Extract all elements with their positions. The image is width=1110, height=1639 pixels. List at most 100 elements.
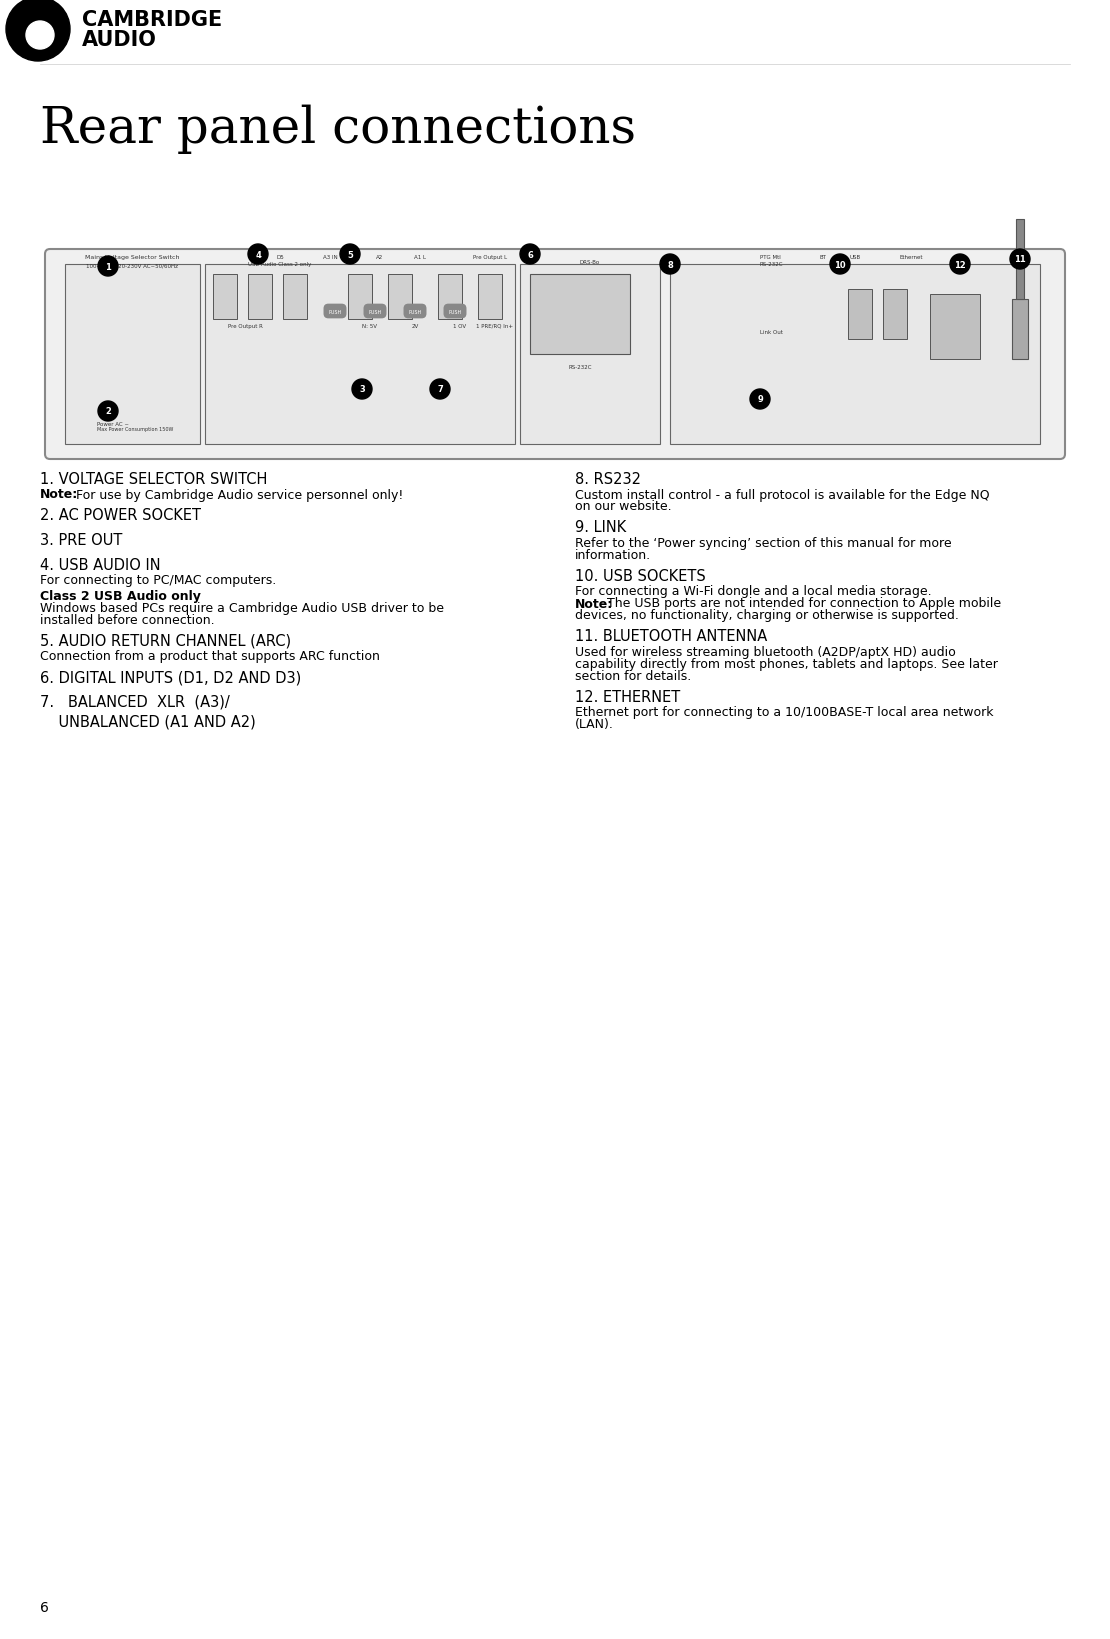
Text: Note:: Note: <box>40 488 78 502</box>
Text: For use by Cambridge Audio service personnel only!: For use by Cambridge Audio service perso… <box>72 488 403 502</box>
Bar <box>388 275 412 320</box>
Bar <box>1016 220 1025 300</box>
Text: 9. LINK: 9. LINK <box>575 520 626 536</box>
Text: Max Power Consumption 150W: Max Power Consumption 150W <box>97 426 173 431</box>
Text: PUSH: PUSH <box>369 310 382 315</box>
Text: 5. AUDIO RETURN CHANNEL (ARC): 5. AUDIO RETURN CHANNEL (ARC) <box>40 634 291 649</box>
Circle shape <box>248 244 268 266</box>
Circle shape <box>660 254 680 275</box>
Text: PUSH: PUSH <box>448 310 462 315</box>
Text: 1. VOLTAGE SELECTOR SWITCH: 1. VOLTAGE SELECTOR SWITCH <box>40 472 268 487</box>
Circle shape <box>950 254 970 275</box>
Text: 6: 6 <box>527 251 533 259</box>
Text: 2V: 2V <box>412 325 418 329</box>
Text: Power AC ~: Power AC ~ <box>97 421 129 426</box>
Text: installed before connection.: installed before connection. <box>40 613 214 626</box>
Text: 9: 9 <box>757 395 763 405</box>
Circle shape <box>340 244 360 266</box>
Bar <box>438 275 462 320</box>
Text: 8: 8 <box>667 261 673 269</box>
Text: Mains Voltage Selector Switch: Mains Voltage Selector Switch <box>84 254 179 261</box>
Text: 7: 7 <box>437 385 443 395</box>
Text: Custom install control - a full protocol is available for the Edge NQ: Custom install control - a full protocol… <box>575 488 990 502</box>
Text: devices, no functionality, charging or otherwise is supported.: devices, no functionality, charging or o… <box>575 610 959 623</box>
Text: capability directly from most phones, tablets and laptops. See later: capability directly from most phones, ta… <box>575 657 998 670</box>
Text: (LAN).: (LAN). <box>575 718 614 731</box>
Text: 3: 3 <box>360 385 365 395</box>
Text: Used for wireless streaming bluetooth (A2DP/aptX HD) audio: Used for wireless streaming bluetooth (A… <box>575 646 956 659</box>
Text: 2: 2 <box>105 406 111 416</box>
Text: For connecting a Wi-Fi dongle and a local media storage.: For connecting a Wi-Fi dongle and a loca… <box>575 585 931 598</box>
Text: 10: 10 <box>835 261 846 269</box>
Bar <box>248 275 272 320</box>
Bar <box>670 266 1040 444</box>
Text: Class 2 USB Audio only: Class 2 USB Audio only <box>40 590 201 603</box>
Text: RS-232C: RS-232C <box>568 365 592 370</box>
Text: The USB ports are not intended for connection to Apple mobile: The USB ports are not intended for conne… <box>607 597 1001 610</box>
Text: BT: BT <box>820 254 827 261</box>
Circle shape <box>352 380 372 400</box>
Text: section for details.: section for details. <box>575 670 692 682</box>
Bar <box>478 275 502 320</box>
Circle shape <box>98 257 118 277</box>
Text: D5: D5 <box>276 254 284 261</box>
Text: A2: A2 <box>376 254 384 261</box>
Bar <box>930 295 980 361</box>
Text: USB Audio Class 2 only: USB Audio Class 2 only <box>249 262 312 267</box>
Text: RS-232C: RS-232C <box>760 262 784 267</box>
Bar <box>519 266 660 444</box>
Text: For connecting to PC/MAC computers.: For connecting to PC/MAC computers. <box>40 574 276 587</box>
Text: Note:: Note: <box>575 597 613 610</box>
Bar <box>283 275 307 320</box>
Text: AUDIO: AUDIO <box>82 30 157 49</box>
Text: 11: 11 <box>1015 256 1026 264</box>
Text: 7.   BALANCED  XLR  (A3)/
    UNBALANCED (A1 AND A2): 7. BALANCED XLR (A3)/ UNBALANCED (A1 AND… <box>40 695 255 729</box>
Circle shape <box>750 390 770 410</box>
Text: 100-120V/220-230V AC~50/60Hz: 100-120V/220-230V AC~50/60Hz <box>85 262 178 267</box>
Text: 1: 1 <box>105 262 111 272</box>
Text: 12. ETHERNET: 12. ETHERNET <box>575 690 680 705</box>
Text: 4. USB AUDIO IN: 4. USB AUDIO IN <box>40 557 161 572</box>
Text: 11. BLUETOOTH ANTENNA: 11. BLUETOOTH ANTENNA <box>575 629 767 644</box>
Bar <box>1012 300 1028 361</box>
Text: on our website.: on our website. <box>575 500 672 513</box>
Text: Windows based PCs require a Cambridge Audio USB driver to be: Windows based PCs require a Cambridge Au… <box>40 602 444 615</box>
Text: N: 5V: N: 5V <box>363 325 377 329</box>
Circle shape <box>6 0 70 62</box>
Bar <box>529 275 630 354</box>
Text: PTG Mtl: PTG Mtl <box>760 254 780 261</box>
Text: Ethernet port for connecting to a 10/100BASE-T local area network: Ethernet port for connecting to a 10/100… <box>575 706 993 720</box>
Text: Link Out: Link Out <box>760 329 783 334</box>
Text: Refer to the ‘Power syncing’ section of this manual for more: Refer to the ‘Power syncing’ section of … <box>575 536 951 549</box>
FancyBboxPatch shape <box>46 249 1064 459</box>
Text: 2. AC POWER SOCKET: 2. AC POWER SOCKET <box>40 508 201 523</box>
Text: Connection from a product that supports ARC function: Connection from a product that supports … <box>40 651 380 664</box>
Text: 1 OV: 1 OV <box>454 325 466 329</box>
Text: Rear panel connections: Rear panel connections <box>40 105 636 154</box>
Text: A1 L: A1 L <box>414 254 426 261</box>
Text: USB: USB <box>850 254 861 261</box>
Circle shape <box>430 380 450 400</box>
Text: 1 PRE/RQ In+: 1 PRE/RQ In+ <box>476 325 514 329</box>
Text: PUSH: PUSH <box>408 310 422 315</box>
Bar <box>882 290 907 339</box>
Text: 8. RS232: 8. RS232 <box>575 472 640 487</box>
Text: CAMBRIDGE: CAMBRIDGE <box>82 10 222 30</box>
Text: 3. PRE OUT: 3. PRE OUT <box>40 533 122 547</box>
Text: 12: 12 <box>955 261 966 269</box>
Text: 6. DIGITAL INPUTS (D1, D2 AND D3): 6. DIGITAL INPUTS (D1, D2 AND D3) <box>40 670 301 685</box>
Bar <box>213 275 238 320</box>
Text: 10. USB SOCKETS: 10. USB SOCKETS <box>575 569 706 583</box>
Text: Ethernet: Ethernet <box>900 254 924 261</box>
Text: 5: 5 <box>347 251 353 259</box>
Text: Pre Output R: Pre Output R <box>228 325 262 329</box>
Text: DRS-Bo: DRS-Bo <box>579 261 601 266</box>
Circle shape <box>830 254 850 275</box>
Circle shape <box>1010 249 1030 270</box>
Circle shape <box>26 21 54 49</box>
Text: information.: information. <box>575 549 652 562</box>
Bar <box>65 266 200 444</box>
Bar <box>349 275 372 320</box>
Circle shape <box>519 244 539 266</box>
Bar <box>205 266 515 444</box>
